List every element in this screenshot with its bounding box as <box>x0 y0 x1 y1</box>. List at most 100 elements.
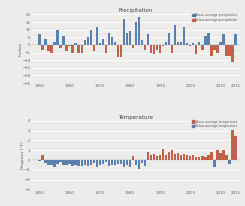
Bar <box>56 160 59 164</box>
Bar <box>86 160 89 166</box>
Bar <box>225 45 228 56</box>
Bar <box>62 36 65 45</box>
Bar <box>74 160 77 165</box>
Bar <box>65 160 68 165</box>
Bar <box>138 160 140 169</box>
Bar <box>141 160 143 163</box>
Bar <box>65 45 68 51</box>
Bar <box>232 45 234 62</box>
Bar <box>84 40 86 45</box>
Title: Temperature: Temperature <box>119 115 153 120</box>
Bar <box>44 39 47 45</box>
Bar <box>228 45 231 56</box>
Bar <box>72 160 74 166</box>
Bar <box>99 160 101 165</box>
Bar <box>96 27 98 45</box>
Bar <box>41 45 44 49</box>
Bar <box>144 160 146 166</box>
Bar <box>138 18 140 45</box>
Bar <box>59 45 62 48</box>
Bar <box>186 155 188 160</box>
Bar <box>216 150 219 160</box>
Bar <box>201 156 204 160</box>
Bar <box>156 45 158 49</box>
Bar <box>174 154 176 160</box>
Bar <box>50 160 53 165</box>
Bar <box>117 160 119 164</box>
Bar <box>183 154 185 160</box>
Bar <box>123 160 125 167</box>
Bar <box>74 43 77 45</box>
Bar <box>198 42 200 45</box>
Bar <box>102 39 104 45</box>
Bar <box>81 45 83 53</box>
Bar <box>216 45 219 53</box>
Bar <box>183 27 185 45</box>
Bar <box>53 42 56 45</box>
Bar <box>234 136 237 160</box>
Bar <box>219 42 222 45</box>
Bar <box>132 156 134 160</box>
Bar <box>210 45 213 56</box>
Bar <box>56 30 59 45</box>
Bar <box>159 155 161 160</box>
Bar <box>204 157 207 160</box>
Bar <box>111 37 113 45</box>
Bar <box>47 160 49 165</box>
Bar <box>198 157 200 160</box>
Bar <box>77 160 80 166</box>
Bar <box>132 45 134 48</box>
Bar <box>153 45 155 54</box>
Bar <box>210 152 213 160</box>
Bar <box>180 42 182 45</box>
Bar <box>38 160 40 161</box>
Bar <box>41 155 44 160</box>
Bar <box>150 45 152 53</box>
Bar <box>162 149 164 160</box>
Bar <box>174 25 176 45</box>
Y-axis label: Degrees (°F): Degrees (°F) <box>21 141 25 169</box>
Bar <box>207 33 209 45</box>
Bar <box>93 45 95 51</box>
Bar <box>135 160 137 165</box>
Bar <box>177 153 179 160</box>
Bar <box>204 36 207 45</box>
Bar <box>141 40 143 45</box>
Bar <box>177 42 179 45</box>
Bar <box>168 33 170 45</box>
Bar <box>147 34 149 45</box>
Bar <box>93 160 95 163</box>
Bar <box>186 43 188 45</box>
Bar <box>159 45 161 53</box>
Bar <box>222 150 225 160</box>
Bar <box>105 160 107 162</box>
Bar <box>165 42 167 45</box>
Bar <box>189 45 191 47</box>
Y-axis label: Inches: Inches <box>18 42 22 56</box>
Bar <box>120 45 122 57</box>
Title: Precipitation: Precipitation <box>119 8 153 13</box>
Bar <box>213 45 216 49</box>
Bar <box>90 160 92 165</box>
Bar <box>232 130 234 160</box>
Bar <box>168 152 170 160</box>
Bar <box>192 43 195 45</box>
Bar <box>180 155 182 160</box>
Bar <box>59 160 62 162</box>
Bar <box>195 45 197 54</box>
Bar <box>86 37 89 45</box>
Bar <box>192 155 195 160</box>
Bar <box>150 155 152 160</box>
Bar <box>144 45 146 49</box>
Bar <box>108 33 110 45</box>
Bar <box>129 31 131 45</box>
Bar <box>135 22 137 45</box>
Bar <box>72 45 74 53</box>
Bar <box>96 160 98 167</box>
Bar <box>105 45 107 53</box>
Bar <box>114 160 116 165</box>
Bar <box>162 45 164 47</box>
Bar <box>53 160 56 167</box>
Bar <box>77 45 80 53</box>
Bar <box>165 155 167 160</box>
